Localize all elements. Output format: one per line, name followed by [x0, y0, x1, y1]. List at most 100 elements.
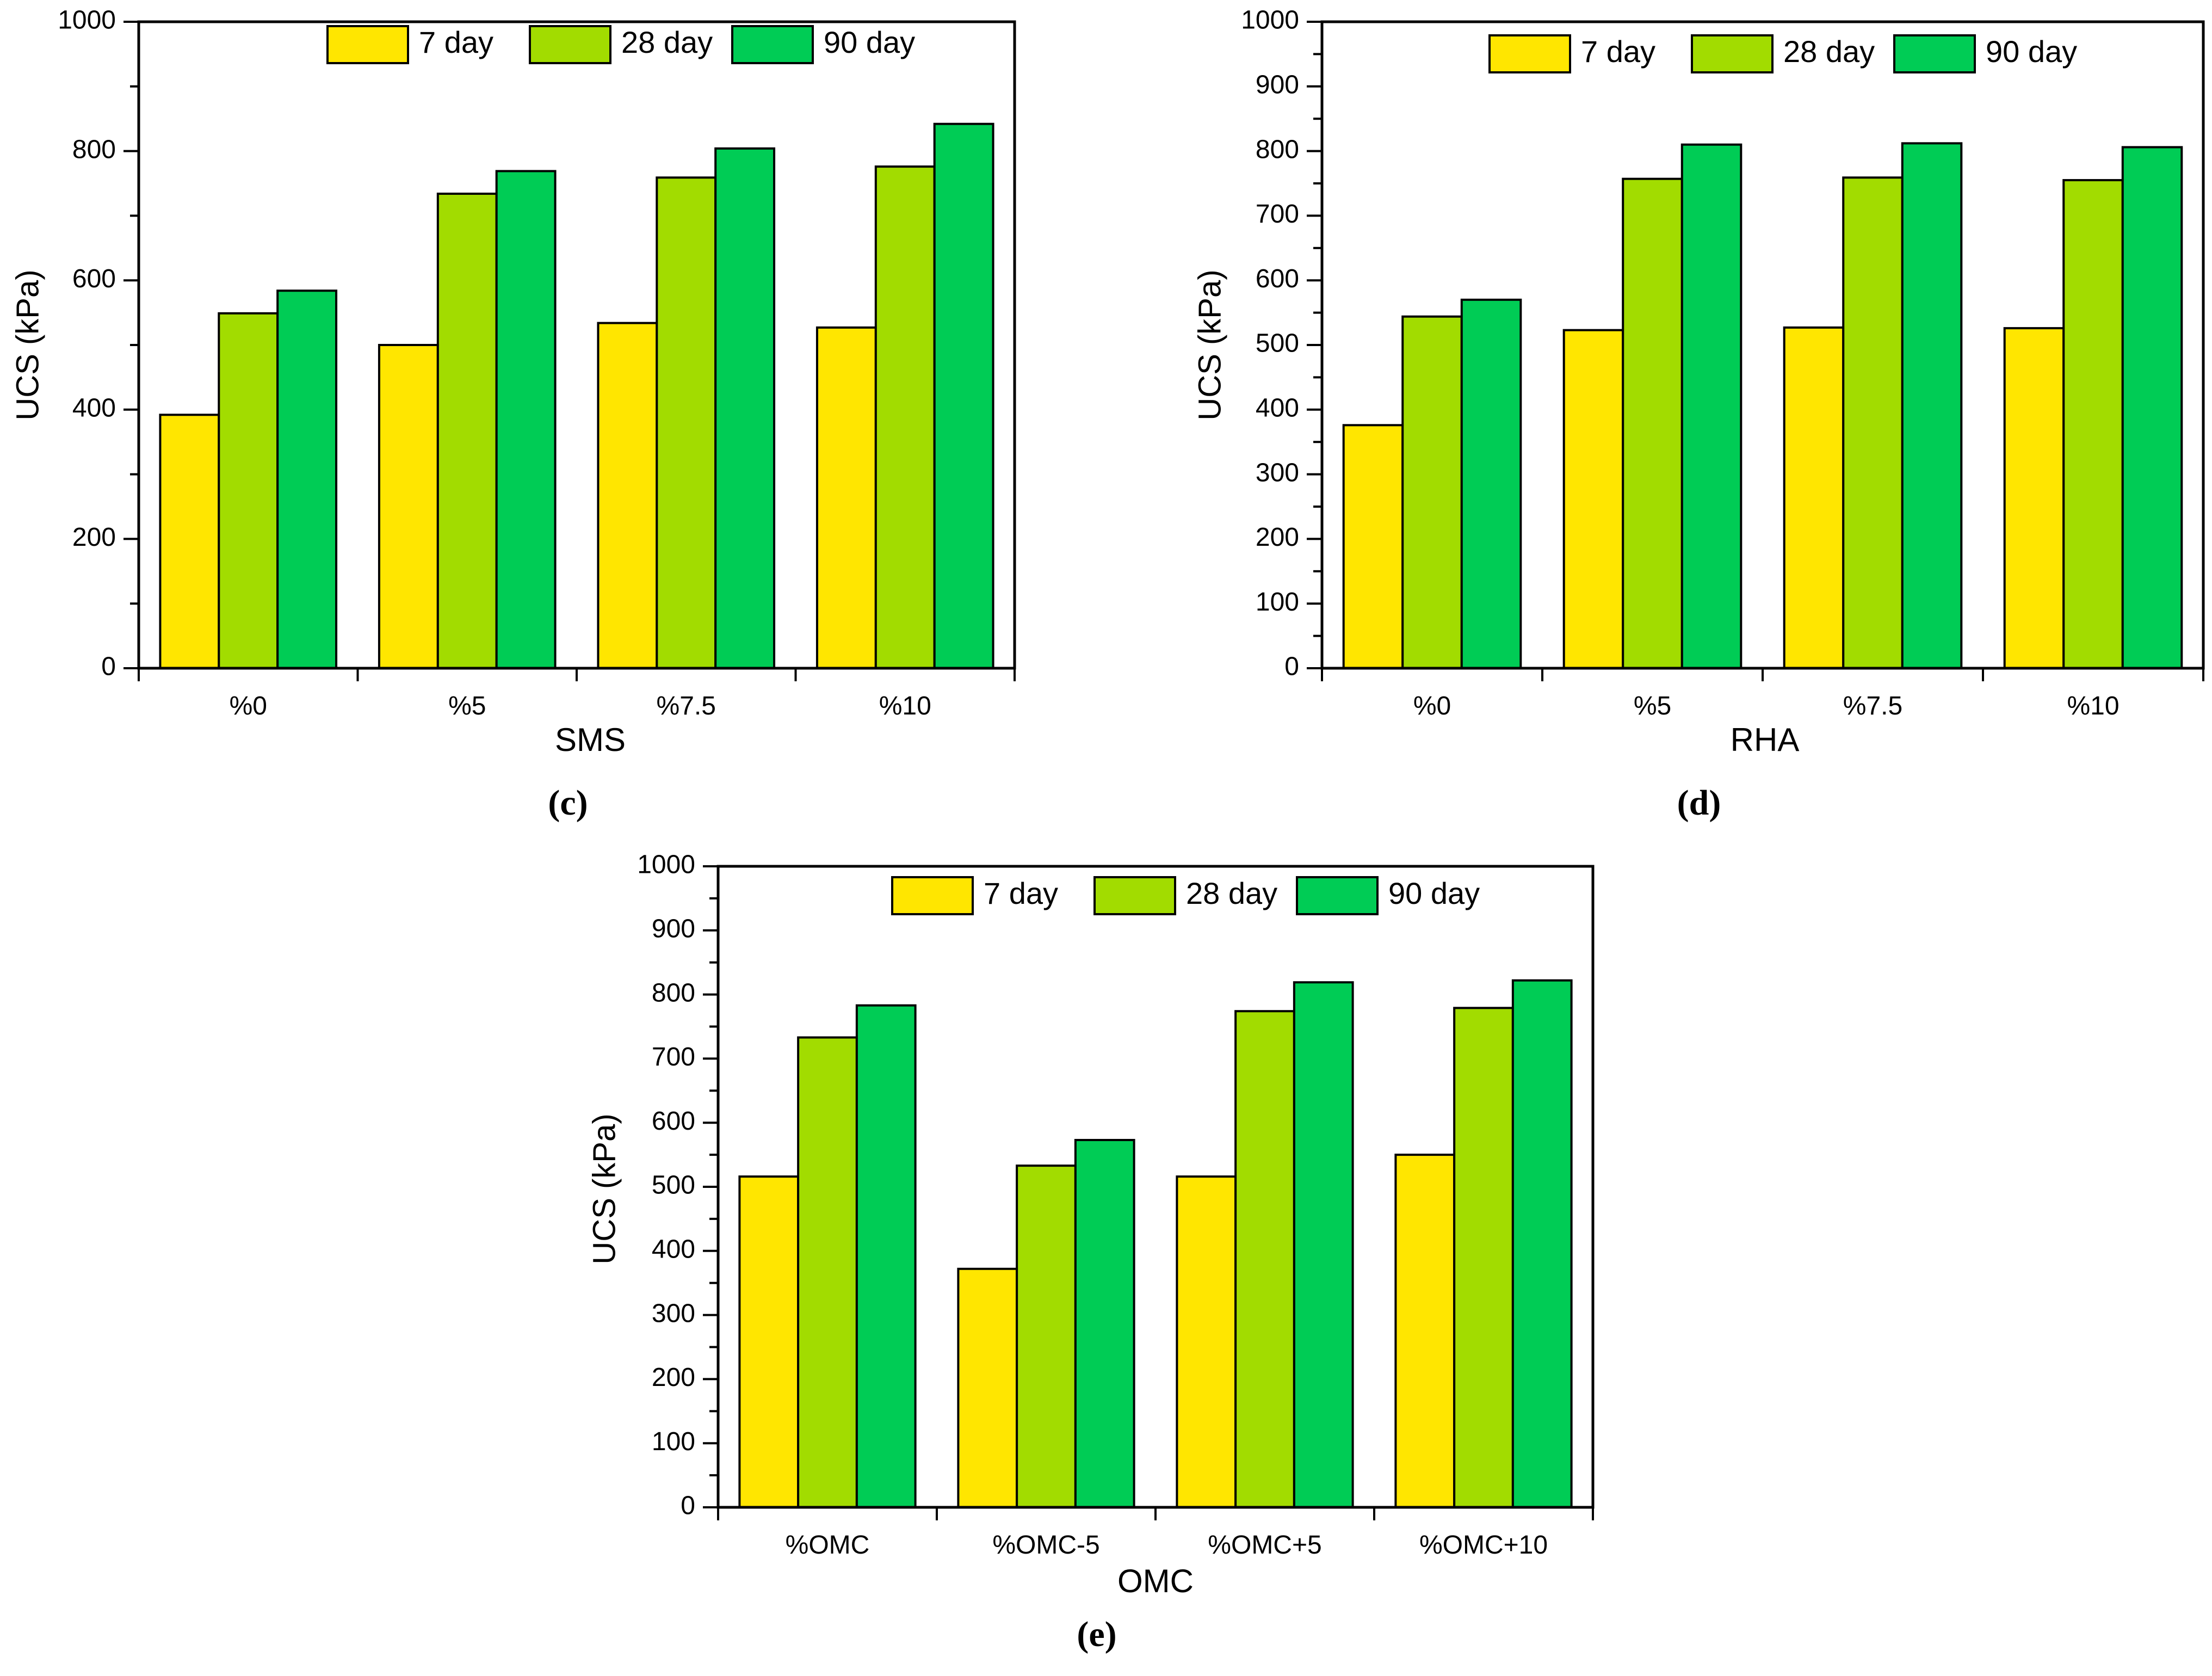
- bar-28-day-%OMC-5: [1016, 1164, 1077, 1508]
- bar-90-day-%7.5: [1901, 142, 1963, 669]
- bar-28-day-%10: [874, 165, 936, 669]
- bar-7-day-%10: [2003, 327, 2065, 669]
- chart-panel-e: UCS (kPa) OMC (e) 0 100 200 300 400 500 600 700…: [586, 851, 1595, 1654]
- x-tick-label: %10: [2067, 692, 2119, 720]
- legend-label: 28 day: [1783, 34, 1875, 69]
- x-tick-label: %0: [230, 692, 267, 720]
- bar-90-day-%OMC: [855, 1004, 917, 1508]
- y-tick-label: 800: [72, 135, 116, 164]
- legend: 7 day 28 day 90 day: [326, 25, 915, 64]
- bar-7-day-%0: [1342, 424, 1404, 669]
- bar-7-day-%OMC: [738, 1175, 800, 1509]
- bar-90-day-%10: [2121, 146, 2183, 669]
- x-tick-label: %0: [1413, 692, 1451, 720]
- legend-swatch: [1093, 876, 1176, 915]
- y-axis-ticks: 0 100 200 300 400 500 600 700 800 900 1000: [637, 851, 718, 1520]
- x-tick-label: %OMC-5: [992, 1531, 1099, 1560]
- legend-label: 90 day: [824, 25, 915, 59]
- bar-7-day-%OMC+5: [1176, 1175, 1237, 1509]
- bar-28-day-%7.5: [656, 176, 717, 670]
- legend-swatch: [1893, 34, 1976, 73]
- bar-28-day-%OMC+5: [1234, 1010, 1295, 1508]
- y-tick-label: 800: [1256, 135, 1299, 164]
- x-tick-label: %OMC: [786, 1531, 870, 1560]
- y-tick-label: 200: [652, 1363, 695, 1392]
- y-tick-label: 600: [72, 264, 116, 293]
- y-tick-label: 0: [1284, 652, 1299, 681]
- bar-90-day-%OMC+10: [1511, 979, 1573, 1508]
- y-tick-label: 300: [652, 1299, 695, 1328]
- x-axis-label: SMS: [555, 722, 626, 758]
- y-tick-label: 600: [1256, 264, 1299, 293]
- legend-label: 90 day: [1388, 876, 1480, 910]
- y-tick-label: 400: [72, 393, 116, 422]
- bar-7-day-%10: [815, 326, 877, 669]
- y-axis-ticks: 0 200 400 600 800 1000: [58, 6, 139, 681]
- y-tick-label: 0: [101, 652, 116, 681]
- bar-7-day-%5: [1562, 329, 1624, 669]
- x-tick-label: %5: [448, 692, 486, 720]
- legend-label: 7 day: [984, 876, 1058, 910]
- bar-90-day-%OMC-5: [1074, 1139, 1135, 1509]
- y-tick-label: 200: [1256, 523, 1299, 552]
- bar-28-day-%0: [1401, 315, 1463, 669]
- x-tick-label: %OMC+5: [1208, 1531, 1321, 1560]
- y-tick-label: 200: [72, 523, 116, 552]
- y-tick-label: 400: [1256, 393, 1299, 422]
- panel-label: (e): [1077, 1615, 1116, 1654]
- x-axis-ticks: %0 %5 %7.5 %10: [1321, 668, 2204, 720]
- bar-7-day-%OMC+10: [1394, 1154, 1456, 1509]
- y-tick-label: 1000: [637, 851, 695, 879]
- bar-90-day-%0: [276, 289, 338, 669]
- legend-swatch: [731, 25, 814, 64]
- x-axis-ticks: %0 %5 %7.5 %10: [138, 668, 1016, 720]
- bar-7-day-%5: [378, 344, 439, 669]
- legend-label: 28 day: [621, 25, 713, 59]
- y-tick-label: 500: [1256, 329, 1299, 358]
- x-axis-ticks: %OMC %OMC-5 %OMC+5 %OMC+10: [717, 1507, 1594, 1560]
- panel-label: (c): [548, 783, 588, 823]
- legend: 7 day 28 day 90 day: [891, 876, 1480, 915]
- x-axis-label: OMC: [1117, 1563, 1194, 1599]
- y-tick-label: 900: [652, 914, 695, 943]
- bar-28-day-%OMC: [797, 1036, 858, 1508]
- bar-90-day-%0: [1460, 298, 1522, 669]
- y-axis-label: UCS (kPa): [10, 269, 45, 420]
- bar-28-day-%5: [1622, 177, 1683, 669]
- x-tick-label: %7.5: [1843, 692, 1902, 720]
- x-axis-label: RHA: [1731, 722, 1800, 758]
- legend-swatch: [326, 25, 409, 64]
- y-tick-label: 100: [1256, 588, 1299, 617]
- bar-90-day-%10: [933, 122, 994, 670]
- legend-swatch: [1488, 34, 1571, 73]
- bar-28-day-%0: [218, 312, 279, 669]
- x-tick-label: %10: [879, 692, 931, 720]
- chart-panel-d: UCS (kPa) RHA (d) 0 100 200 300 400 500 600 700…: [1192, 6, 2205, 823]
- y-tick-label: 700: [652, 1043, 695, 1071]
- y-tick-label: 800: [652, 978, 695, 1007]
- y-tick-label: 500: [652, 1171, 695, 1200]
- bar-7-day-%OMC-5: [957, 1267, 1018, 1508]
- y-tick-label: 1000: [1241, 6, 1299, 35]
- bar-90-day-%5: [495, 170, 557, 670]
- legend-label: 28 day: [1186, 876, 1277, 910]
- bar-7-day-%7.5: [597, 322, 658, 669]
- legend-swatch: [891, 876, 974, 915]
- legend-label: 7 day: [419, 25, 493, 59]
- y-tick-label: 100: [652, 1427, 695, 1456]
- bar-7-day-%7.5: [1783, 326, 1845, 669]
- bar-28-day-%10: [2062, 179, 2124, 669]
- legend: 7 day 28 day 90 day: [1488, 34, 2077, 73]
- y-tick-label: 600: [652, 1107, 695, 1136]
- bars: [1342, 142, 2183, 670]
- legend-swatch: [529, 25, 611, 64]
- y-axis-ticks: 0 100 200 300 400 500 600 700 800 900 1000: [1241, 6, 1322, 681]
- bar-90-day-%OMC+5: [1293, 981, 1354, 1508]
- bar-90-day-%7.5: [714, 147, 776, 669]
- x-tick-label: %OMC+10: [1419, 1531, 1548, 1560]
- bar-7-day-%0: [159, 414, 220, 670]
- bar-28-day-%7.5: [1842, 176, 1904, 670]
- y-tick-label: 300: [1256, 458, 1299, 487]
- y-tick-label: 0: [681, 1492, 695, 1520]
